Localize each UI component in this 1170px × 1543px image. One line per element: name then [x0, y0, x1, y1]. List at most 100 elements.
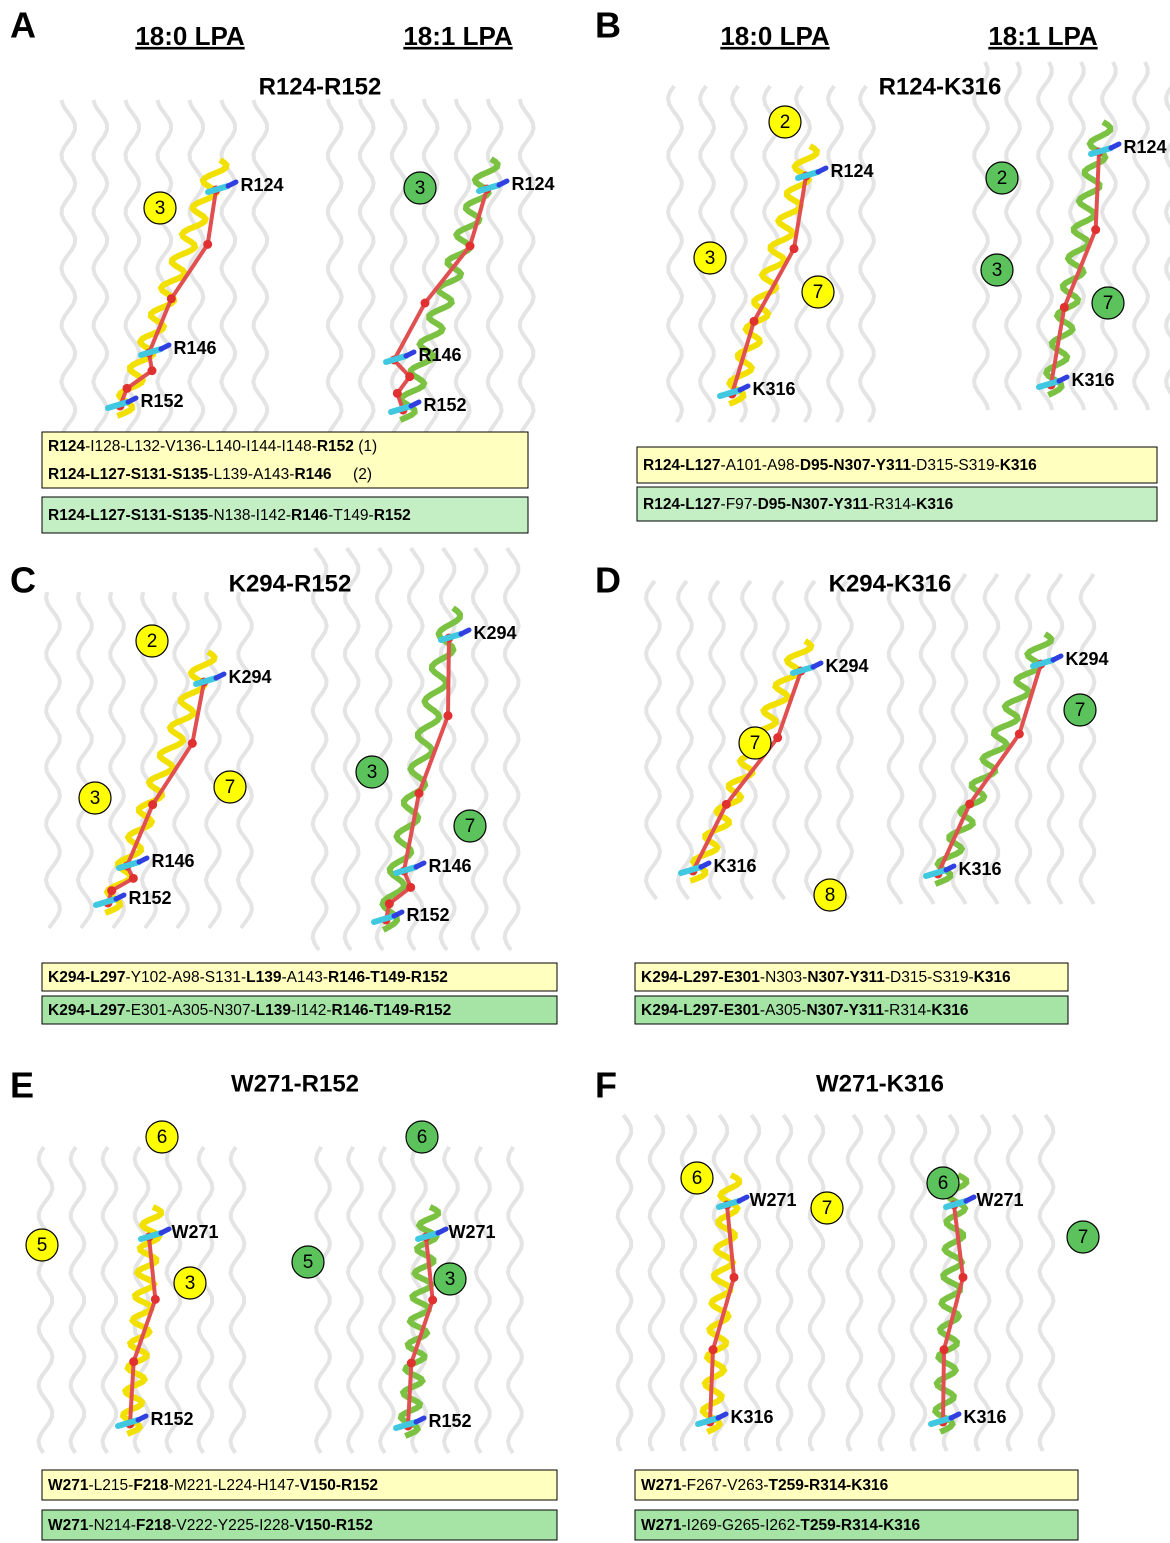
- residue-label: K316: [713, 856, 756, 876]
- pathway-segment: T259-R314-K316: [769, 1477, 889, 1494]
- path-node: [393, 389, 402, 398]
- residue-label: K316: [752, 379, 795, 399]
- helix-number: 7: [1103, 293, 1114, 314]
- pathway-segment: R146-T149-R152: [332, 1002, 452, 1019]
- pathway-segment: W271: [48, 1477, 89, 1494]
- path-node: [151, 1295, 160, 1304]
- pathway-segment: K294-L297-E301: [641, 969, 760, 986]
- residue-label: R146: [151, 851, 194, 871]
- pathway-segment: W271: [641, 1477, 682, 1494]
- pathway-segment: D95-N307-Y311: [758, 496, 870, 513]
- pathway-segment: N307-Y311: [807, 969, 885, 986]
- path-node: [123, 384, 132, 393]
- protein-ribbon: [860, 86, 874, 422]
- residue-label: W271: [448, 1222, 495, 1242]
- protein-ribbon: [476, 1147, 490, 1453]
- protein-ribbon: [167, 1147, 181, 1453]
- protein-ribbon: [199, 1147, 213, 1453]
- residue-stick: [374, 916, 394, 922]
- protein-ribbon: [1081, 574, 1095, 904]
- protein-ribbon: [1038, 62, 1052, 410]
- pathway-segment: K294-L297: [48, 1002, 126, 1019]
- residue-stick: [411, 402, 419, 406]
- pathway-segment: -N214-: [89, 1517, 136, 1534]
- panel-title: R124-R152: [259, 73, 382, 100]
- residue-label: R124: [1123, 137, 1166, 157]
- residue-label: R146: [418, 345, 461, 365]
- pathway-segment: N307-Y311: [806, 1002, 884, 1019]
- path-node: [940, 1345, 949, 1354]
- protein-ribbon: [778, 1115, 792, 1451]
- pathway-text: R124-L127-A101-A98-D95-N307-Y311-D315-S3…: [643, 457, 1037, 474]
- residue-stick: [701, 863, 709, 867]
- protein-ribbon: [78, 592, 92, 928]
- panel-title: R124-K316: [879, 73, 1002, 100]
- helix-number: 3: [367, 762, 378, 783]
- path-node: [421, 299, 430, 308]
- panel-title: W271-R152: [231, 1070, 359, 1097]
- protein-ribbon: [473, 548, 487, 950]
- protein-ribbon: [746, 1115, 760, 1451]
- residue-stick: [966, 1197, 974, 1201]
- path-node: [148, 800, 157, 809]
- pathway-segment: -F97-: [721, 496, 758, 513]
- protein-ribbon: [345, 548, 359, 950]
- residue-label: R124: [511, 174, 554, 194]
- residue-stick: [441, 634, 461, 640]
- protein-ribbon: [976, 1115, 990, 1451]
- residue-label: R152: [140, 391, 183, 411]
- path-node: [722, 800, 731, 809]
- protein-ribbon: [520, 99, 534, 435]
- panel-title: K294-K316: [829, 570, 952, 597]
- pathway-segment: K316: [931, 1002, 968, 1019]
- protein-ribbon: [848, 1115, 862, 1451]
- pathway-segment: R152: [374, 507, 411, 524]
- pathway-segment: R146: [291, 507, 328, 524]
- pathway-segment: V150-R152: [300, 1477, 378, 1494]
- path-node: [167, 294, 176, 303]
- pathway-segment: -R314-: [869, 496, 916, 513]
- protein-ribbon: [488, 99, 502, 435]
- residue-label: R152: [150, 1409, 193, 1429]
- protein-ribbon: [61, 100, 75, 436]
- protein-ribbon: [810, 1115, 824, 1451]
- residue-stick: [739, 1197, 747, 1201]
- pathway-segment: F218: [136, 1517, 172, 1534]
- helix-number: 3: [185, 1273, 196, 1294]
- pathway-segment: V150-R152: [294, 1517, 372, 1534]
- pathway-text: R124-L127-F97-D95-N307-Y311-R314-K316: [643, 496, 954, 513]
- residue-label: W271: [976, 1190, 1023, 1210]
- residue-label: R152: [128, 888, 171, 908]
- protein-ribbon: [880, 1115, 894, 1451]
- pathway-segment: L139: [256, 1002, 292, 1019]
- helix: [690, 641, 811, 881]
- column-header: 18:1 LPA: [988, 21, 1098, 51]
- pathway-segment: (2): [332, 466, 372, 483]
- residue-stick: [108, 402, 128, 408]
- protein-ribbon: [912, 1115, 926, 1451]
- protein-ribbon: [646, 581, 660, 899]
- path-node: [203, 240, 212, 249]
- helix-number: 3: [445, 1269, 456, 1290]
- pathway-text: W271-N214-F218-V222-Y225-I228-V150-R152: [48, 1517, 373, 1534]
- protein-ribbon: [93, 100, 107, 436]
- residue-label: K316: [958, 859, 1001, 879]
- residue-stick: [818, 168, 826, 172]
- path-node: [1060, 303, 1069, 312]
- residue-stick: [161, 1229, 169, 1233]
- protein-ribbon: [806, 581, 820, 899]
- panel: B18:0 LPA18:1 LPAR124K316237R124K316237R…: [595, 5, 1170, 521]
- pathway-segment: L139: [246, 969, 282, 986]
- residue-label: W271: [749, 1190, 796, 1210]
- residue-stick: [1111, 144, 1119, 148]
- residue-stick: [1039, 381, 1059, 387]
- path-node: [730, 1273, 739, 1282]
- pathway-segment: -N303-: [760, 969, 807, 986]
- pathway-segment: K316: [974, 969, 1011, 986]
- helix-number: 6: [417, 1127, 428, 1148]
- pathway-segment: -I269-G265-I262-: [682, 1517, 801, 1534]
- helix-number: 7: [822, 1198, 833, 1219]
- path-node: [407, 1359, 416, 1368]
- panel: CK294R146R152237K294R146R15237K294-R152K…: [10, 548, 557, 1024]
- panel-letter: F: [595, 1065, 617, 1106]
